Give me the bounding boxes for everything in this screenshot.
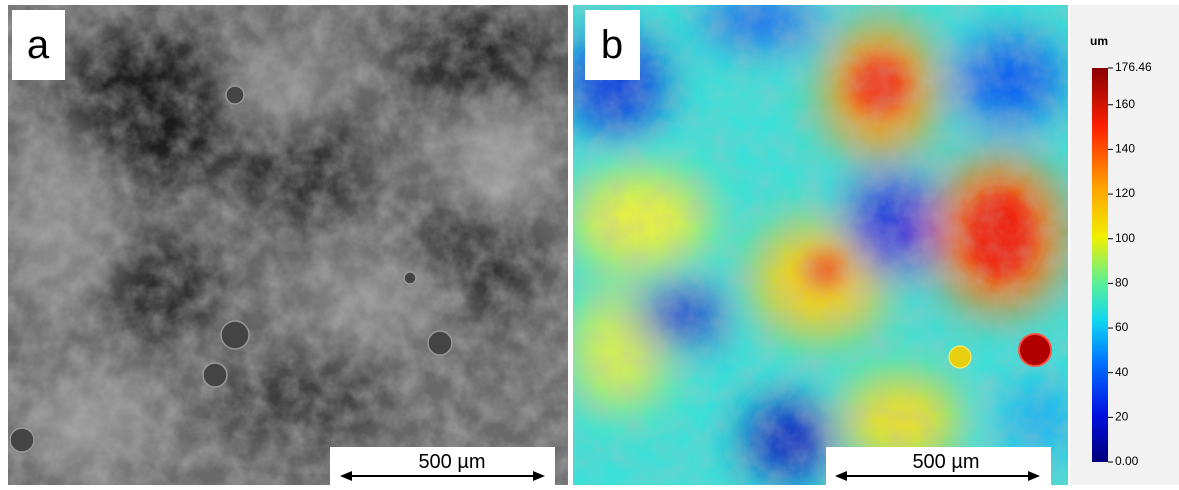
height-map (565, 0, 1080, 485)
colorbar (1092, 68, 1108, 462)
scale-bar-label: 500 µm (418, 451, 485, 473)
scale-bar-label: 500 µm (912, 451, 979, 473)
colorbar-tick-label: 176.46 (1115, 60, 1152, 74)
colorbar-unit: um (1090, 34, 1108, 48)
colorbar-tick-label: 160 (1115, 97, 1135, 111)
colorbar-tick-label: 40 (1115, 365, 1129, 379)
colorbar-tick-label: 80 (1115, 276, 1129, 290)
colorbar-tick-label: 60 (1115, 320, 1129, 334)
colorbar-tick-label: 20 (1115, 410, 1129, 424)
panel-label: a (27, 23, 50, 67)
panel-label: b (601, 23, 623, 67)
colorbar-tick-label: 120 (1115, 186, 1135, 200)
colorbar-tick-label: 0.00 (1115, 454, 1139, 468)
colorbar-tick-label: 140 (1115, 142, 1135, 156)
sem-image (8, 5, 568, 485)
figure: a b 500 µm 500 µm um 0.00 20 40 60 80 100 120 1… (0, 0, 1179, 490)
colorbar-tick-label: 100 (1115, 231, 1135, 245)
